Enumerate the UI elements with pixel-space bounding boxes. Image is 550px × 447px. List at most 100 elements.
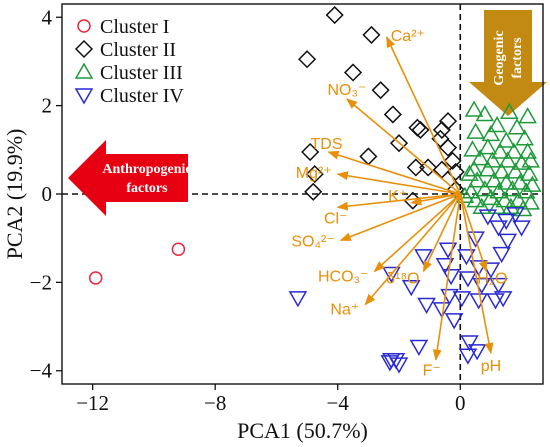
cluster-iii-point: [490, 142, 510, 159]
vector-label: Na⁺: [330, 301, 359, 318]
cluster-iv-point: [288, 291, 308, 308]
legend-entry-cluster-i: Cluster I: [100, 16, 169, 38]
cluster-iii-point: [521, 193, 541, 210]
cluster-iii-point: [507, 118, 527, 135]
cluster-iv-point: [382, 266, 401, 284]
cluster-ii-point: [383, 105, 402, 124]
cluster-iv-point: [414, 249, 433, 266]
cluster-iii-point: [470, 149, 490, 166]
cluster-ii-point: [343, 63, 363, 82]
vector-label: Cl⁻: [324, 210, 348, 227]
cluster-iv-point: [460, 335, 479, 352]
cluster-iii-point: [509, 191, 528, 208]
cluster-iii-point: [466, 122, 485, 139]
vector-label: Mg²⁺: [296, 165, 332, 182]
cluster-iv-point: [438, 242, 458, 259]
x-tick-label: −4: [327, 391, 350, 415]
cluster-iii-point: [483, 151, 502, 168]
cluster-iii-point: [481, 188, 501, 206]
cluster-ii-point: [438, 138, 458, 157]
vector-label: Ca²⁺: [391, 28, 425, 45]
loading-vector: [373, 193, 461, 273]
cluster-iii-point: [522, 175, 542, 192]
loading-vector: [336, 193, 461, 211]
cluster-iii-point: [487, 197, 507, 215]
legend-marker: [74, 88, 94, 105]
cluster-iv-point: [458, 271, 478, 288]
anthropogenic-label-line1: Anthropogenic: [102, 162, 191, 177]
cluster-iii-point: [503, 180, 522, 197]
cluster-iii-point: [519, 164, 539, 181]
legend-marker: [77, 19, 91, 33]
geogenic-label-line1: Geogenic: [492, 30, 507, 85]
loading-vector: [459, 193, 488, 273]
cluster-ii-point: [362, 25, 381, 44]
cluster-iii-point: [500, 102, 519, 120]
legend-marker: [74, 62, 94, 79]
cluster-iv-point: [458, 348, 478, 365]
legend-entry-cluster-ii: Cluster II: [100, 39, 176, 61]
cluster-i-point: [171, 242, 186, 256]
legend-marker: [74, 39, 94, 59]
cluster-iv-point: [492, 246, 511, 264]
cluster-ii-point: [301, 142, 320, 162]
cluster-iii-point: [521, 151, 541, 168]
cluster-iii-point: [496, 131, 516, 148]
cluster-iii-point: [515, 129, 534, 146]
cluster-ii-point: [371, 81, 390, 100]
cluster-iv-point: [389, 357, 409, 374]
x-tick-label: 0: [455, 391, 466, 415]
cluster-iii-point: [464, 100, 484, 117]
cluster-iv-point: [441, 268, 461, 286]
y-axis-label: PCA2 (19.9%): [2, 129, 27, 260]
x-axis-label: PCA1 (50.7%): [237, 418, 368, 443]
cluster-iv-point: [417, 297, 436, 314]
vector-label: pH: [481, 358, 501, 375]
cluster-ii-point: [325, 5, 344, 25]
cluster-ii-point: [446, 162, 465, 181]
cluster-iii-point: [475, 180, 495, 197]
y-tick-label: 4: [42, 5, 53, 29]
vector-label: H₂O: [477, 270, 507, 287]
cluster-iv-point: [486, 293, 505, 310]
loading-vector: [422, 193, 462, 273]
geogenic-arrow: [469, 10, 547, 116]
loading-vector: [364, 193, 461, 306]
cluster-iii-point: [518, 107, 537, 124]
cluster-ii-point: [305, 165, 324, 184]
vector-label: SO₄²⁻: [291, 233, 334, 250]
vector-label: K⁺: [388, 188, 407, 205]
cluster-iv-point: [469, 293, 488, 310]
geogenic-label-line2: factors: [510, 37, 525, 79]
cluster-iii-point: [463, 140, 482, 157]
cluster-iii-point: [478, 138, 498, 155]
cluster-iii-point: [481, 124, 501, 142]
cluster-iii-point: [487, 115, 507, 133]
vector-label: TDS: [311, 136, 343, 153]
vector-label: HCO₃⁻: [318, 268, 369, 285]
cluster-iii-point: [484, 171, 504, 188]
cluster-iii-point: [460, 164, 479, 181]
cluster-iii-point: [495, 191, 514, 208]
cluster-iv-point: [489, 277, 508, 295]
cluster-iv-point: [401, 280, 421, 297]
cluster-iv-point: [409, 339, 429, 356]
cluster-ii-point: [359, 147, 378, 166]
cluster-ii-point: [438, 112, 458, 131]
cluster-iv-point: [432, 302, 452, 319]
cluster-iv-point: [457, 249, 476, 266]
loading-vector: [336, 171, 461, 195]
y-tick-label: −2: [30, 270, 52, 294]
cluster-iii-point: [510, 173, 530, 190]
cluster-ii-point: [408, 118, 427, 137]
cluster-ii-point: [411, 120, 430, 139]
cluster-iv-point: [496, 213, 516, 231]
y-tick-label: 0: [42, 182, 53, 206]
loading-vector: [432, 193, 462, 361]
cluster-iii-point: [475, 104, 495, 122]
cluster-iv-point: [493, 291, 513, 308]
cluster-iv-point: [489, 220, 508, 237]
cluster-iii-point: [492, 162, 511, 179]
